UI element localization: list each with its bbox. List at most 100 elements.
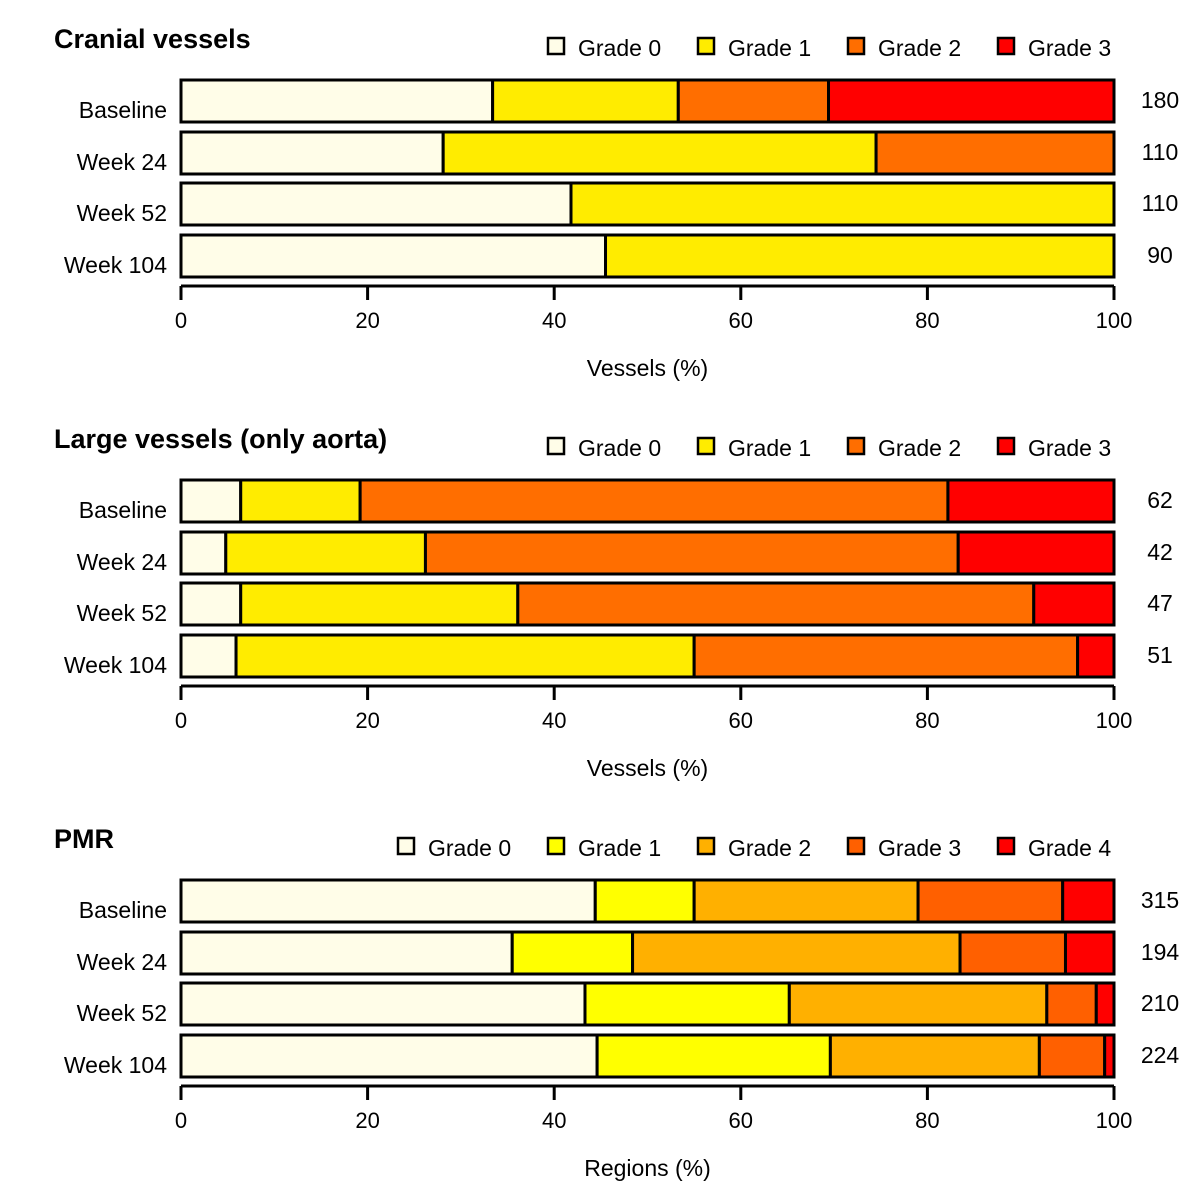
legend-swatch <box>996 836 1016 856</box>
legend-item: Grade 1 <box>696 435 811 461</box>
bar-segment <box>827 78 1116 124</box>
legend-item: Grade 2 <box>846 35 961 61</box>
bar-segment <box>956 530 1116 576</box>
legend-swatch <box>546 436 566 456</box>
legend-item: Grade 1 <box>546 835 661 861</box>
x-axis: 0 20 40 60 80 100 Regions (%) <box>175 1084 1133 1181</box>
bar-segment <box>787 981 1049 1027</box>
x-tick-label: 20 <box>355 308 379 333</box>
bar-segment <box>1094 981 1116 1027</box>
chart-panel: Cranial vessels Grade 0 Grade 1 Grade 2 Grad… <box>54 24 1179 381</box>
chart-title: Large vessels (only aorta) <box>54 424 387 454</box>
x-axis-title: Vessels (%) <box>587 755 708 781</box>
category-label: Week 24 <box>77 549 168 575</box>
bar-segment <box>676 78 831 124</box>
x-tick-label: 40 <box>542 1108 566 1133</box>
category-label: Week 52 <box>77 1000 167 1026</box>
bar-row: Week 24 42 <box>77 530 1173 576</box>
x-axis: 0 20 40 60 80 100 Vessels (%) <box>175 684 1132 781</box>
bar-segment <box>583 981 791 1027</box>
category-label: Week 104 <box>64 652 167 678</box>
bar-segment <box>179 478 243 524</box>
bar-row: Week 104 224 <box>64 1033 1180 1079</box>
bar-segment <box>423 530 960 576</box>
count-label: 62 <box>1147 487 1173 513</box>
bar-segment <box>224 530 427 576</box>
bar-segment <box>692 633 1080 679</box>
x-tick-label: 0 <box>175 308 187 333</box>
bar-segment <box>179 130 445 176</box>
bar-segment <box>692 878 920 924</box>
legend-swatch <box>996 436 1016 456</box>
bar-segment <box>593 878 696 924</box>
bar-segment <box>1032 581 1116 627</box>
category-label: Week 24 <box>77 949 168 975</box>
count-label: 224 <box>1141 1042 1180 1068</box>
bar-segment <box>179 78 495 124</box>
bar-segment <box>239 581 520 627</box>
category-label: Week 52 <box>77 600 167 626</box>
bar-row: Week 24 194 <box>77 930 1180 976</box>
legend-swatch <box>996 36 1016 56</box>
bar-segment <box>631 930 962 976</box>
legend-swatch <box>396 836 416 856</box>
bar-segment <box>828 1033 1041 1079</box>
bar-segment <box>595 1033 832 1079</box>
x-tick-label: 20 <box>355 708 379 733</box>
chart-panel: Large vessels (only aorta) Grade 0 Grade 1… <box>54 424 1173 781</box>
x-tick-label: 60 <box>729 708 753 733</box>
category-label: Baseline <box>79 497 167 523</box>
x-tick-label: 40 <box>542 308 566 333</box>
bar-segment <box>1061 878 1116 924</box>
legend-item: Grade 0 <box>396 835 511 861</box>
x-tick-label: 20 <box>355 1108 379 1133</box>
legend-item: Grade 2 <box>696 835 811 861</box>
bar-segment <box>516 581 1036 627</box>
legend-swatch <box>696 436 716 456</box>
legend-label: Grade 1 <box>728 435 811 461</box>
bar-segment <box>179 233 608 279</box>
bar-segment <box>239 478 362 524</box>
bar-segment <box>569 181 1116 227</box>
x-tick-label: 0 <box>175 708 187 733</box>
bar-segment <box>1063 930 1116 976</box>
bar-segment <box>179 981 587 1027</box>
category-label: Week 104 <box>64 1052 167 1078</box>
bar-segment <box>179 530 228 576</box>
legend-label: Grade 1 <box>728 35 811 61</box>
legend-swatch <box>846 836 866 856</box>
bar-segment <box>1045 981 1098 1027</box>
bar-segment <box>1103 1033 1116 1079</box>
legend-item: Grade 2 <box>846 435 961 461</box>
x-tick-label: 60 <box>729 1108 753 1133</box>
chart-title: Cranial vessels <box>54 24 251 54</box>
count-label: 42 <box>1147 539 1173 565</box>
legend-label: Grade 0 <box>428 835 511 861</box>
bar-row: Week 24 110 <box>77 130 1178 176</box>
x-tick-label: 100 <box>1096 1108 1133 1133</box>
count-label: 194 <box>1141 939 1180 965</box>
category-label: Week 52 <box>77 200 167 226</box>
bar-segment <box>358 478 950 524</box>
bar-segment <box>510 930 635 976</box>
bar-segment <box>946 478 1116 524</box>
bar-segment <box>179 878 597 924</box>
count-label: 210 <box>1141 990 1179 1016</box>
bar-segment <box>874 130 1116 176</box>
bar-row: Week 52 210 <box>77 981 1179 1027</box>
bar-row: Week 52 47 <box>77 581 1173 627</box>
category-label: Week 104 <box>64 252 167 278</box>
legend-label: Grade 1 <box>578 835 661 861</box>
category-label: Baseline <box>79 897 167 923</box>
legend-label: Grade 0 <box>578 35 661 61</box>
x-axis-title: Regions (%) <box>584 1155 711 1181</box>
legend-swatch <box>846 436 866 456</box>
x-axis-title: Vessels (%) <box>587 355 708 381</box>
x-axis: 0 20 40 60 80 100 Vessels (%) <box>175 284 1132 381</box>
chart-panel: PMR Grade 0 Grade 1 Grade 2 Grade 3 Grade 4 Ba… <box>54 824 1179 1181</box>
bar-segment <box>179 1033 599 1079</box>
legend-item: Grade 0 <box>546 35 661 61</box>
legend-swatch <box>546 36 566 56</box>
bar-row: Baseline 62 <box>79 478 1173 524</box>
bar-row: Week 52 110 <box>77 181 1178 227</box>
